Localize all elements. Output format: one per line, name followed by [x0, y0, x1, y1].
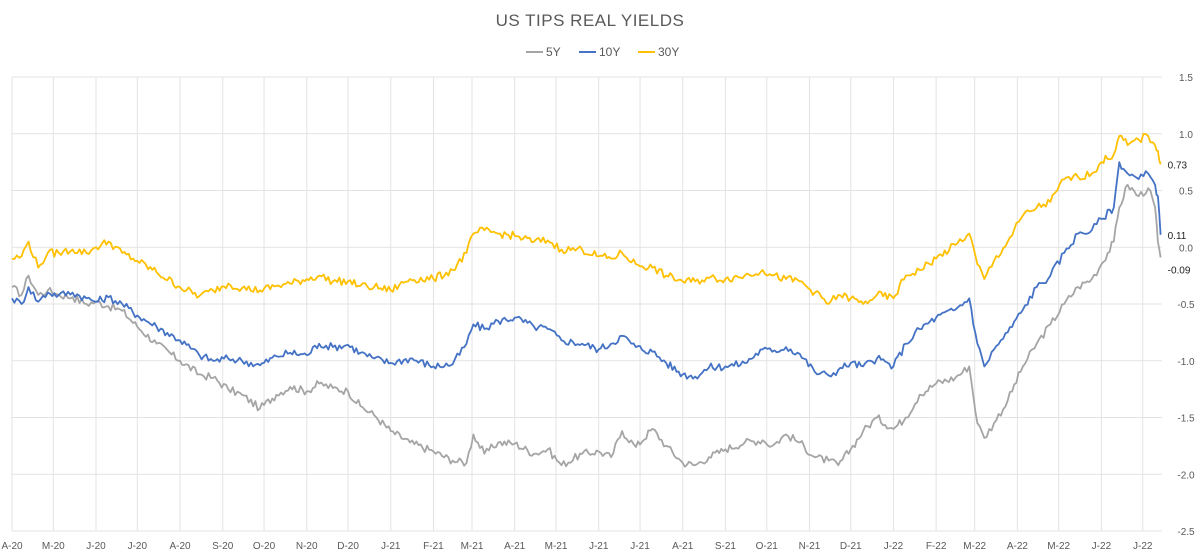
x-tick-label: J-20	[128, 541, 148, 552]
y-tick-label: -1.5	[1177, 414, 1195, 425]
y-tick-label: 1.5	[1179, 73, 1193, 84]
end-label-30y: 0.73	[1168, 160, 1188, 171]
x-tick-label: D-21	[840, 541, 862, 552]
legend-label-30y: 30Y	[658, 45, 679, 59]
y-tick-label: -2.0	[1177, 470, 1195, 481]
x-tick-label: F-21	[423, 541, 444, 552]
x-tick-label: M-21	[545, 541, 568, 552]
x-tick-label: F-22	[926, 541, 947, 552]
x-tick-label: D-20	[337, 541, 359, 552]
x-tick-label: J-22	[1133, 541, 1153, 552]
x-tick-label: S-21	[715, 541, 737, 552]
x-tick-label: A-20	[169, 541, 191, 552]
x-tick-label: J-21	[630, 541, 650, 552]
x-tick-label: A-22	[1007, 541, 1029, 552]
x-tick-label: A-20	[1, 541, 23, 552]
x-tick-label: N-20	[296, 541, 318, 552]
series-line-10y	[11, 161, 1162, 380]
series-line-30y	[11, 133, 1162, 305]
horizontal-gridlines	[12, 76, 1162, 532]
x-tick-label: O-20	[253, 541, 276, 552]
x-tick-label: S-20	[212, 541, 234, 552]
y-tick-label: -2.5	[1177, 527, 1195, 538]
y-tick-label: 0.0	[1179, 243, 1193, 254]
x-tick-label: N-21	[799, 541, 821, 552]
y-axis-ticks: 1.5 1.0 0.5 0.0 -0.5 -1.0 -1.5 -2.0 -2.5	[1177, 73, 1195, 538]
end-label-10y: 0.11	[1168, 231, 1187, 242]
x-tick-label: J-21	[589, 541, 609, 552]
x-axis-ticks: A-20 M-20 J-20 J-20 A-20 S-20 O-20 N-20 D-20 J-21…	[1, 541, 1152, 552]
x-tick-label: J-22	[884, 541, 904, 552]
x-tick-label: M-21	[461, 541, 484, 552]
legend-label-5y: 5Y	[546, 45, 561, 59]
series-lines	[11, 133, 1162, 468]
legend: 5Y 10Y 30Y	[526, 45, 679, 59]
chart-title: US TIPS REAL YIELDS	[496, 11, 685, 30]
x-tick-label: J-20	[86, 541, 106, 552]
x-tick-label: O-21	[756, 541, 779, 552]
y-tick-label: -0.5	[1177, 300, 1195, 311]
y-tick-label: 0.5	[1179, 187, 1193, 198]
legend-label-10y: 10Y	[599, 45, 620, 59]
x-tick-label: J-21	[381, 541, 401, 552]
y-tick-label: -1.0	[1177, 357, 1195, 368]
x-tick-label: M-22	[1047, 541, 1070, 552]
x-tick-label: A-21	[504, 541, 526, 552]
x-tick-label: A-21	[672, 541, 694, 552]
x-tick-label: M-20	[42, 541, 65, 552]
y-tick-label: 1.0	[1179, 130, 1193, 141]
end-labels: -0.09 0.11 0.73	[1168, 160, 1191, 276]
series-line-5y	[11, 183, 1162, 468]
x-tick-label: J-22	[1092, 541, 1112, 552]
x-tick-label: M-22	[963, 541, 986, 552]
end-label-5y: -0.09	[1168, 265, 1191, 276]
